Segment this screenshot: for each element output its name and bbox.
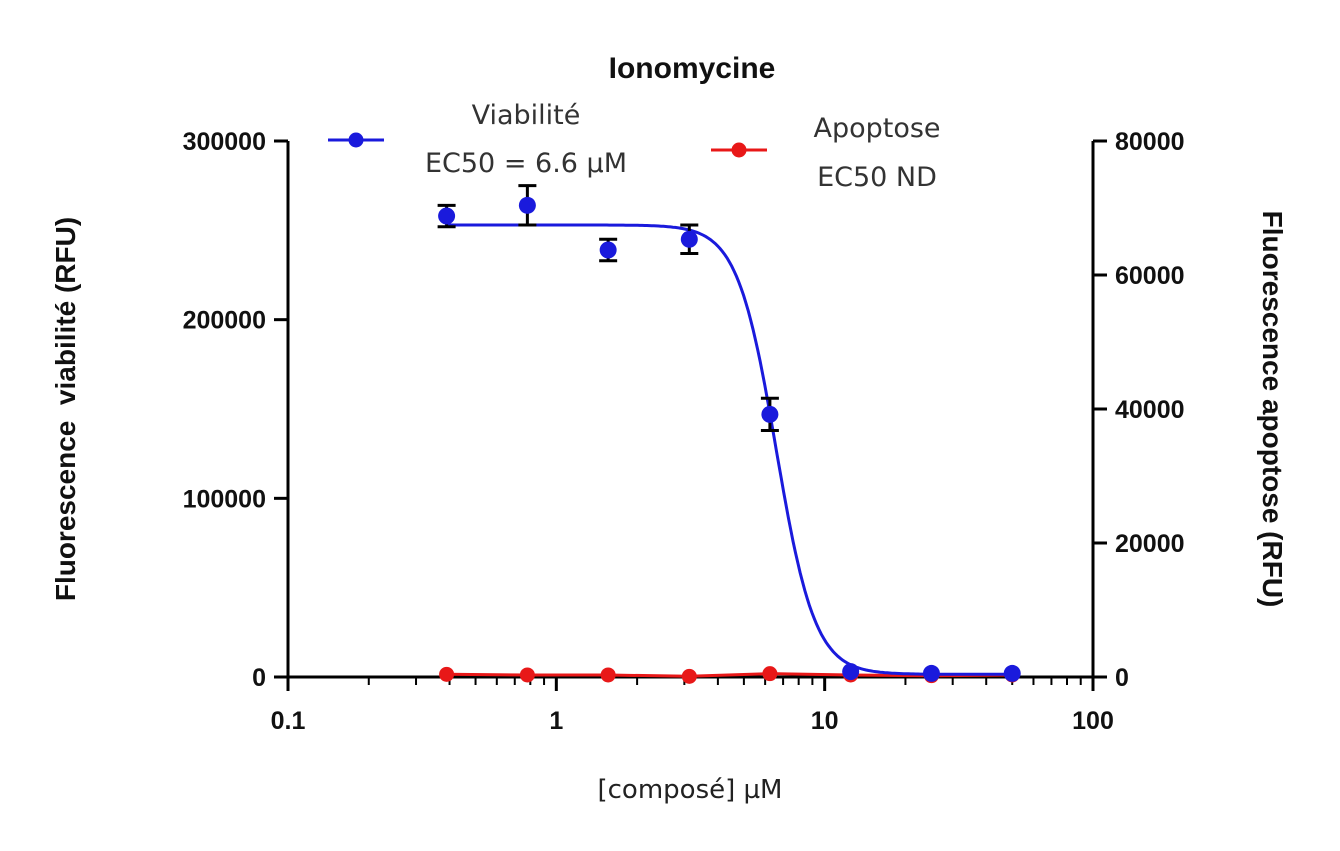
y-right-axis-label: Fluorescence apoptose (RFU) xyxy=(1257,211,1288,608)
data-point-viabilite xyxy=(1003,664,1021,682)
y-right-tick-label: 20000 xyxy=(1115,530,1185,558)
legend-ec50-apoptose: EC50 ND xyxy=(817,162,937,193)
legend-swatch-apoptose-marker xyxy=(731,142,747,158)
y-left-axis-label: Fluorescence viabilité (RFU) xyxy=(50,217,81,601)
axes xyxy=(286,141,1095,679)
x-tick-label: 0.1 xyxy=(271,707,306,735)
data-point-viabilite xyxy=(680,230,698,248)
x-tick-label: 100 xyxy=(1072,707,1114,735)
legend-item-apoptose: Apoptose EC50 ND xyxy=(711,113,941,193)
data-point-apoptose xyxy=(600,667,616,683)
y-left-tick-label: 0 xyxy=(252,664,266,692)
legend-ec50-viabilite: EC50 = 6.6 µM xyxy=(425,148,627,179)
y-right-tick-label: 40000 xyxy=(1115,396,1185,424)
legend-swatch-viabilite-marker xyxy=(348,132,364,148)
fit-curve-viabilite xyxy=(446,223,1013,676)
x-ticks: 0.1 1 10 100 xyxy=(271,677,1114,735)
data-point-apoptose xyxy=(439,666,455,682)
y-left-ticks: 0 100000 200000 300000 xyxy=(183,128,288,692)
y-right-tick-label: 80000 xyxy=(1115,128,1185,156)
legend-item-viabilite: Viabilité EC50 = 6.6 µM xyxy=(328,100,627,179)
y-right-tick-label: 0 xyxy=(1115,664,1129,692)
data-point-viabilite xyxy=(761,405,779,423)
y-right-ticks: 0 20000 40000 60000 80000 xyxy=(1093,128,1185,692)
y-left-tick-label: 200000 xyxy=(183,307,266,335)
data-point-viabilite xyxy=(842,663,860,681)
data-point-apoptose xyxy=(681,668,697,684)
data-point-viabilite xyxy=(599,241,617,259)
data-point-viabilite xyxy=(518,196,536,214)
legend-label-viabilite: Viabilité xyxy=(472,100,581,131)
legend-label-apoptose: Apoptose xyxy=(813,113,940,144)
legend: Viabilité EC50 = 6.6 µM Apoptose EC50 ND xyxy=(328,100,941,193)
plot-area xyxy=(437,184,1021,684)
data-point-apoptose xyxy=(762,666,778,682)
series-line-apoptose xyxy=(446,672,1013,678)
x-tick-label: 1 xyxy=(549,707,563,735)
x-tick-label: 10 xyxy=(811,707,839,735)
data-point-viabilite xyxy=(922,664,940,682)
y-left-tick-label: 100000 xyxy=(183,485,266,513)
x-axis-label: [composé] µM xyxy=(597,775,782,805)
data-point-apoptose xyxy=(519,667,535,683)
chart-title: Ionomycine xyxy=(609,52,776,85)
y-right-tick-label: 60000 xyxy=(1115,262,1185,290)
y-left-tick-label: 300000 xyxy=(183,128,266,156)
data-point-viabilite xyxy=(438,207,456,225)
